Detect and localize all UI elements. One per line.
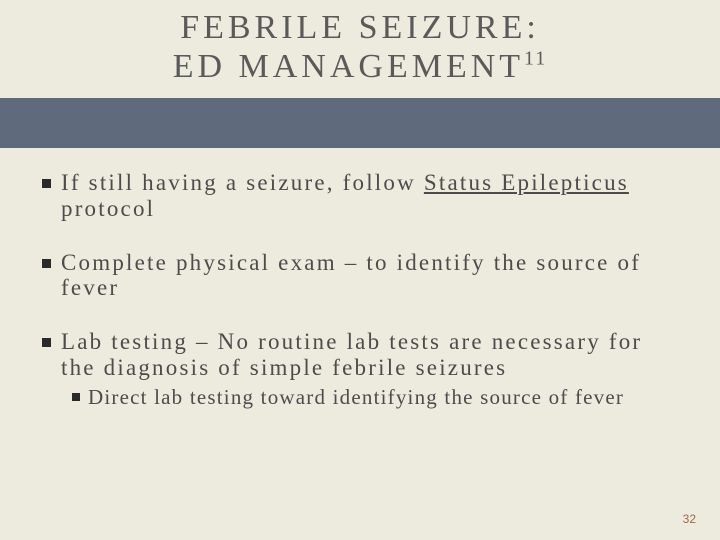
bullet-text: Lab testing – No routine lab tests are n…: [61, 329, 660, 381]
text-segment: Complete physical exam – to identify the…: [61, 250, 641, 301]
text-segment: If still having a seizure, follow: [61, 170, 424, 195]
title-superscript: 11: [524, 48, 547, 70]
title-banner: [0, 98, 720, 148]
bullet-text: Complete physical exam – to identify the…: [61, 250, 660, 302]
bullet-text: Direct lab testing toward identifying th…: [88, 385, 660, 410]
square-bullet-icon: [72, 393, 80, 401]
page-number: 32: [683, 512, 696, 526]
bullet-level-1: Complete physical exam – to identify the…: [42, 250, 660, 302]
bullet-level-1: If still having a seizure, follow Status…: [42, 170, 660, 222]
title-line-2: ED MANAGEMENT11: [30, 47, 690, 86]
bullet-text: If still having a seizure, follow Status…: [61, 170, 660, 222]
sub-bullet-group: Direct lab testing toward identifying th…: [72, 385, 660, 410]
text-segment: Direct lab testing toward identifying th…: [88, 385, 624, 409]
title-line-2-main: ED MANAGEMENT: [173, 48, 524, 85]
bullet-level-2: Direct lab testing toward identifying th…: [72, 385, 660, 410]
slide-title: FEBRILE SEIZURE: ED MANAGEMENT11: [30, 8, 690, 86]
square-bullet-icon: [42, 179, 51, 188]
square-bullet-icon: [42, 259, 51, 268]
slide-body: If still having a seizure, follow Status…: [42, 170, 660, 429]
underlined-text: Status Epilepticus: [424, 170, 629, 195]
text-segment: Lab testing – No routine lab tests are n…: [61, 329, 642, 380]
title-line-1: FEBRILE SEIZURE:: [30, 8, 690, 47]
slide: FEBRILE SEIZURE: ED MANAGEMENT11 If stil…: [0, 0, 720, 540]
bullet-level-1: Lab testing – No routine lab tests are n…: [42, 329, 660, 381]
square-bullet-icon: [42, 338, 51, 347]
text-segment: protocol: [61, 196, 155, 221]
